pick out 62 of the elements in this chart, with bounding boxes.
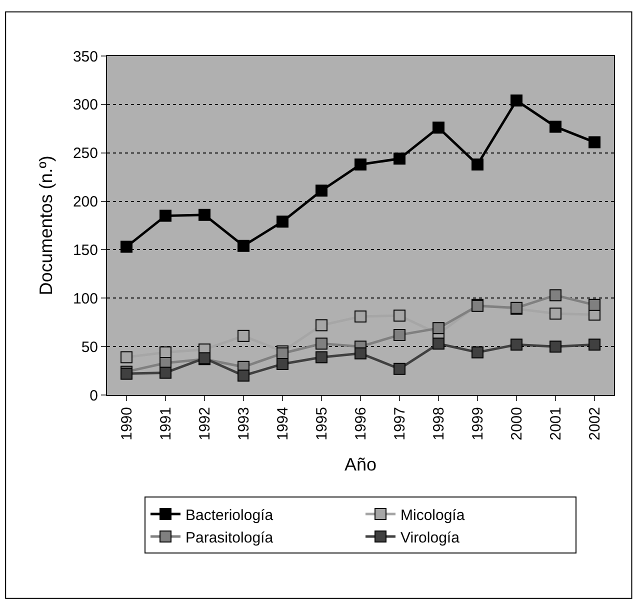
point [354, 347, 366, 360]
point [238, 370, 250, 382]
point [238, 240, 250, 252]
legend-label: Virología [400, 529, 460, 546]
x-tick-label: 1993 [235, 407, 252, 440]
point [432, 322, 444, 334]
y-tick-label: 250 [72, 145, 98, 162]
x-tick-label: 1994 [274, 407, 292, 440]
point [198, 208, 210, 221]
x-tick-label: 1992 [196, 407, 214, 440]
point [394, 310, 406, 322]
point [588, 338, 600, 351]
legend-label: Bacteriología [186, 506, 274, 524]
x-tick-label: 1990 [118, 407, 136, 440]
point [550, 120, 562, 133]
y-tick-label: 50 [81, 338, 98, 356]
legend-label: Parasitología [186, 529, 274, 546]
x-tick-label: 1999 [469, 407, 486, 440]
point [160, 210, 172, 222]
y-tick-label: 350 [72, 48, 98, 66]
point [588, 136, 600, 148]
y-tick-label: 0 [90, 387, 98, 404]
point [276, 358, 288, 370]
y-tick-label: 150 [72, 242, 98, 259]
point [472, 158, 484, 170]
point [354, 310, 366, 323]
point [120, 351, 132, 364]
x-tick-label: 2001 [547, 407, 564, 440]
point [510, 338, 522, 351]
point [316, 351, 328, 364]
point [550, 308, 562, 320]
point [394, 362, 406, 375]
x-tick-label: 1998 [430, 407, 448, 440]
point [432, 122, 444, 134]
point [238, 330, 250, 342]
x-tick-label: 2000 [508, 407, 526, 440]
point [316, 338, 328, 350]
point [550, 289, 562, 302]
x-tick-label: 1997 [391, 407, 408, 440]
point [120, 240, 132, 253]
y-tick-label: 100 [72, 290, 98, 308]
x-tick-label: 1995 [313, 407, 330, 440]
y-tick-label: 300 [72, 96, 98, 114]
point [160, 366, 172, 379]
x-tick-label: 2002 [586, 407, 604, 440]
point [394, 328, 406, 341]
point [354, 158, 366, 170]
y-tick-label: 200 [72, 194, 98, 211]
point [510, 94, 522, 107]
x-tick-label: 1996 [352, 407, 370, 440]
legend-label: Micología [400, 506, 466, 524]
point [394, 152, 406, 165]
y-axis-title: Documentos (n.º) [36, 156, 56, 296]
point [588, 298, 600, 311]
point [550, 340, 562, 353]
point [276, 216, 288, 228]
point [316, 184, 328, 197]
point [472, 346, 484, 358]
point [432, 338, 444, 350]
x-tick-label: 1991 [157, 407, 174, 440]
x-axis-title: Año [344, 454, 377, 474]
point [316, 319, 328, 332]
